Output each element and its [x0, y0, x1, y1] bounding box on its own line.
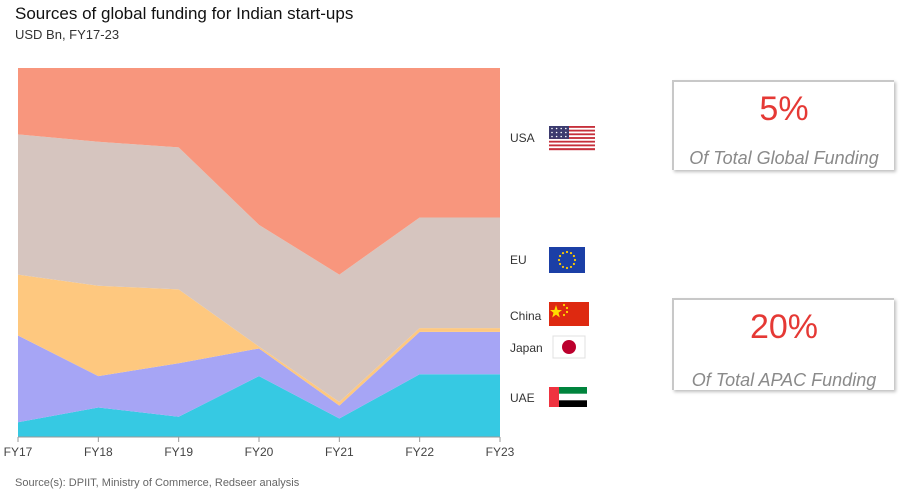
usa-flag-icon [549, 126, 595, 151]
legend-label-china: China [510, 309, 542, 323]
legend-label-uae: UAE [510, 391, 535, 405]
x-tick-label: FY21 [325, 445, 354, 459]
apac-funding-label: Of Total APAC Funding [691, 370, 877, 390]
global-funding-label: Of Total Global Funding [689, 148, 879, 168]
area-uae [18, 374, 500, 437]
apac-funding-card: 20% Of Total APAC Funding [672, 298, 894, 390]
x-tick-label: FY18 [84, 445, 113, 459]
area-layers [18, 68, 500, 437]
uae-flag-icon [549, 387, 587, 407]
funding-area-chart: FY17 FY18 FY19 FY20 FY21 FY22 FY23 UAE Japan Chi… [4, 68, 595, 459]
legend: UAE Japan China EU USA [510, 126, 595, 407]
chart-title: Sources of global funding for Indian sta… [15, 4, 354, 23]
apac-funding-value: 20% [749, 308, 819, 346]
x-tick-label: FY19 [164, 445, 193, 459]
legend-label-usa: USA [510, 131, 535, 145]
x-tick-label: FY23 [486, 445, 515, 459]
x-tick-label: FY17 [4, 445, 33, 459]
eu-flag-icon [549, 247, 585, 273]
legend-label-eu: EU [510, 253, 527, 267]
global-funding-card: 5% Of Total Global Funding [672, 80, 894, 170]
x-axis-ticks: FY17 FY18 FY19 FY20 FY21 FY22 FY23 [4, 437, 515, 459]
area-usa [18, 68, 500, 275]
area-eu [18, 134, 500, 402]
x-tick-label: FY20 [245, 445, 274, 459]
china-flag-icon [549, 302, 589, 326]
area-china [18, 274, 500, 406]
x-tick-label: FY22 [405, 445, 434, 459]
source-note: Source(s): DPIIT, Ministry of Commerce, … [15, 477, 300, 489]
global-funding-value: 5% [759, 90, 809, 128]
legend-label-japan: Japan [510, 341, 543, 355]
japan-flag-icon [552, 335, 586, 359]
area-japan [18, 331, 500, 423]
chart-subtitle: USD Bn, FY17-23 [15, 27, 120, 42]
